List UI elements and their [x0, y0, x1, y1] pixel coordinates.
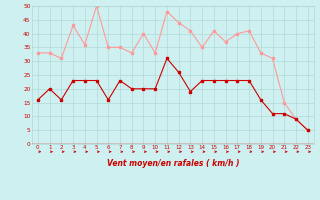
X-axis label: Vent moyen/en rafales ( km/h ): Vent moyen/en rafales ( km/h ) — [107, 159, 239, 168]
